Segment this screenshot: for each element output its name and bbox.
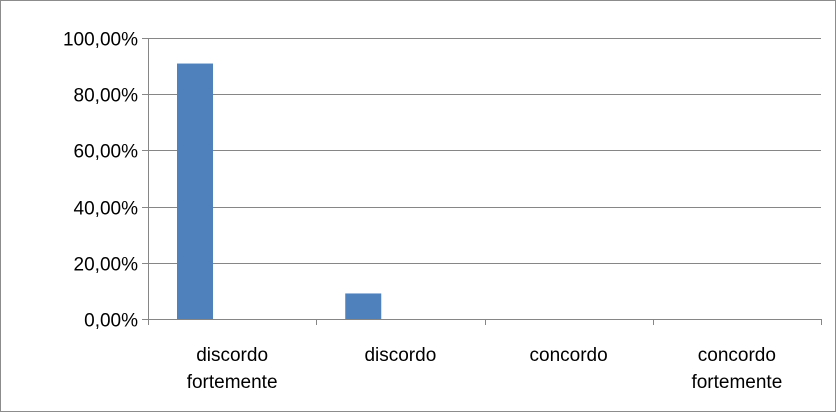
x-category-label: discordo fortemente (187, 345, 278, 393)
axes (142, 38, 822, 325)
x-category-label: concordo (530, 345, 608, 366)
x-category-label-line: discordo (196, 345, 268, 366)
y-tick-label: 80,00% (74, 86, 139, 107)
x-category-label-line: concordo (530, 345, 608, 366)
x-category-label-line: concordo (698, 345, 776, 366)
y-tick-label: 60,00% (74, 142, 139, 163)
y-tick-label: 0,00% (84, 311, 138, 332)
x-category-label-line: fortemente (691, 372, 782, 393)
y-tick-label: 20,00% (74, 255, 139, 276)
y-tick-label: 40,00% (74, 199, 139, 220)
bars (177, 63, 382, 319)
x-category-label: discordo (364, 345, 436, 366)
y-tick-label: 100,00% (63, 30, 138, 51)
x-category-label-line: fortemente (187, 372, 278, 393)
x-category-label: concordo fortemente (691, 345, 782, 393)
bar-1 (345, 293, 382, 319)
x-category-label-line: discordo (364, 345, 436, 366)
labels: 0,00% 20,00% 40,00% 60,00% 80,00% 100,00% disc… (63, 30, 782, 394)
gridlines (148, 38, 821, 264)
bar-0 (177, 63, 213, 319)
